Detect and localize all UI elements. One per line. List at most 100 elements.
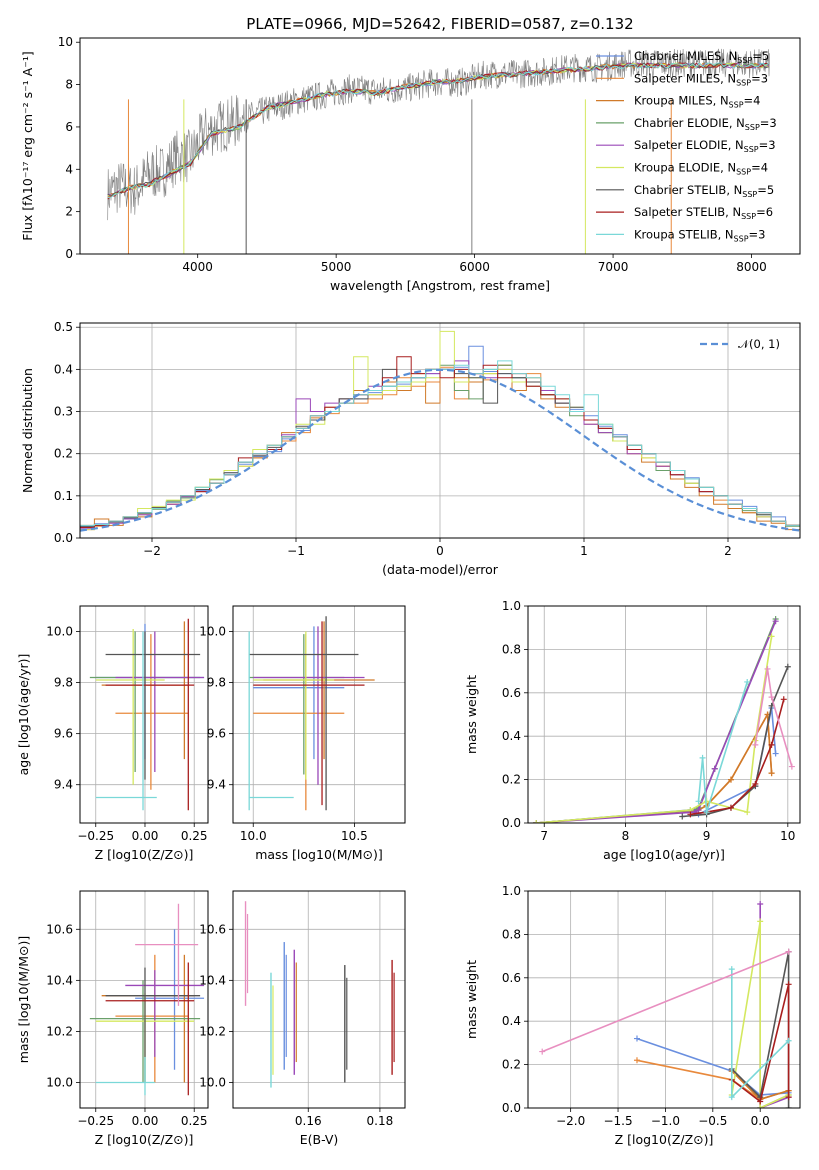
legend-entry: Chabrier STELIB, NSSP=5 xyxy=(634,183,774,199)
legend-entry: Kroupa MILES, NSSP=4 xyxy=(634,94,760,110)
legend-entry: Salpeter STELIB, NSSP=6 xyxy=(634,205,773,221)
x-axis-label: Z [log10(Z/Z⊙)] xyxy=(615,1132,714,1147)
axes-frame xyxy=(232,605,406,824)
x-tick-label: 9 xyxy=(703,829,711,843)
legend-entry: Salpeter ELODIE, NSSP=3 xyxy=(634,138,776,154)
weight-marker xyxy=(768,694,775,701)
weight-marker xyxy=(699,754,706,761)
weight-line-5 xyxy=(731,921,789,1108)
x-tick-label: 0.00 xyxy=(132,1114,159,1128)
model-spectrum-4 xyxy=(107,62,770,195)
x-tick-label: −1.5 xyxy=(603,1114,632,1128)
x-axis-label: Z [log10(Z/Z⊙)] xyxy=(95,1132,194,1147)
x-tick-label: 10.0 xyxy=(240,829,267,843)
x-tick-label: 0 xyxy=(436,544,444,558)
panel-age-vs-Z: −0.25 0.00 0.25 9.4 9.6 9.8 10.0 Z [log10(Z/Z⊙)… xyxy=(16,605,209,862)
weight-marker xyxy=(727,776,734,783)
y-tick-label: 1.0 xyxy=(502,884,521,898)
legend-entry: 𝒩(0, 1) xyxy=(738,337,780,351)
model-spectrum-8 xyxy=(107,62,770,199)
legend-entry: Kroupa STELIB, NSSP=3 xyxy=(634,227,765,243)
weight-line-extra xyxy=(541,951,789,1053)
x-tick-label: 6000 xyxy=(459,260,490,274)
axes-frame xyxy=(79,322,801,539)
x-tick-label: 0.0 xyxy=(751,1114,770,1128)
y-tick-label: 0.0 xyxy=(54,531,73,545)
normal-curve xyxy=(80,368,800,532)
y-tick-label: 10.0 xyxy=(46,625,73,639)
weight-marker xyxy=(752,741,759,748)
weight-marker xyxy=(785,981,792,988)
y-tick-label: 2 xyxy=(65,205,73,219)
y-tick-label: 10.0 xyxy=(199,1075,226,1089)
weight-marker xyxy=(780,696,787,703)
panel-residuals: −2 −1 0 1 2 0.0 0.1 0.2 0.3 0.4 0.5 (data-model)/er… xyxy=(20,320,801,577)
x-axis-label: mass [log10(M/M⊙)] xyxy=(255,847,383,862)
x-tick-label: −2.0 xyxy=(556,1114,585,1128)
weight-line-4 xyxy=(536,620,777,823)
plot-area xyxy=(248,616,375,811)
y-axis-label: Normed distribution xyxy=(20,368,35,493)
axes-frame xyxy=(232,890,406,1109)
y-tick-label: 0.6 xyxy=(502,971,521,985)
x-tick-label: 5000 xyxy=(321,260,352,274)
x-tick-label: 8 xyxy=(622,829,630,843)
y-tick-label: 0.8 xyxy=(502,642,521,656)
weight-marker xyxy=(757,1098,764,1105)
weight-marker xyxy=(757,901,764,908)
x-tick-label: −1 xyxy=(287,544,305,558)
weight-marker xyxy=(687,811,694,818)
x-tick-label: 4000 xyxy=(182,260,213,274)
y-tick-label: 0.4 xyxy=(502,729,521,743)
y-tick-label: 6 xyxy=(65,120,73,134)
y-tick-label: 0.4 xyxy=(502,1014,521,1028)
x-tick-label: −1.0 xyxy=(651,1114,680,1128)
weight-marker xyxy=(533,820,540,823)
weight-marker xyxy=(695,798,702,805)
legend-entry: Chabrier MILES, NSSP=5 xyxy=(634,49,769,65)
weight-marker xyxy=(772,618,779,625)
plot-area xyxy=(107,48,770,254)
weight-marker xyxy=(744,678,751,685)
x-tick-label: 10 xyxy=(780,829,795,843)
weight-marker xyxy=(711,765,718,772)
y-tick-label: 0.5 xyxy=(54,320,73,334)
y-tick-label: 9.4 xyxy=(207,778,226,792)
plot-area xyxy=(533,616,795,823)
x-axis-label: Z [log10(Z/Z⊙)] xyxy=(95,847,194,862)
plot-area xyxy=(89,618,205,811)
weight-marker xyxy=(752,780,759,787)
histogram-7 xyxy=(80,356,800,528)
weight-marker xyxy=(695,806,702,813)
y-tick-label: 0.6 xyxy=(502,686,521,700)
weight-marker xyxy=(768,633,775,640)
legend-entry: Chabrier ELODIE, NSSP=3 xyxy=(634,116,777,132)
figure-title: PLATE=0966, MJD=52642, FIBERID=0587, z=0… xyxy=(246,15,633,33)
legend-entry: Salpeter MILES, NSSP=3 xyxy=(634,71,768,87)
x-axis-label: E(B-V) xyxy=(300,1132,339,1147)
y-tick-label: 9.8 xyxy=(54,676,73,690)
weight-marker xyxy=(679,813,686,820)
plot-area xyxy=(80,330,800,532)
x-axis-label: (data-model)/error xyxy=(382,562,499,577)
y-tick-label: 0.3 xyxy=(54,405,73,419)
y-tick-label: 0.2 xyxy=(502,773,521,787)
y-tick-label: 9.4 xyxy=(54,778,73,792)
weight-marker xyxy=(784,663,791,670)
y-tick-label: 0.0 xyxy=(502,816,521,830)
panel-mass-weight-vs-Z: −2.0 −1.5 −1.0 −0.5 0.0 0.0 0.2 0.4 0.6 0.8 1.0 Z [… xyxy=(464,884,801,1147)
y-tick-label: 8 xyxy=(65,78,73,92)
y-tick-label: 10.2 xyxy=(46,1024,73,1038)
residuals-legend: 𝒩(0, 1) xyxy=(700,337,780,351)
y-tick-label: 0.2 xyxy=(54,447,73,461)
weight-marker xyxy=(757,918,764,925)
weight-marker xyxy=(785,1094,792,1101)
y-tick-label: 4 xyxy=(65,162,73,176)
weight-marker xyxy=(727,804,734,811)
y-tick-label: 10.4 xyxy=(46,973,73,987)
weight-marker xyxy=(772,750,779,757)
x-tick-label: 7000 xyxy=(598,260,629,274)
y-tick-label: 10.2 xyxy=(199,1024,226,1038)
legend-entry: Kroupa ELODIE, NSSP=4 xyxy=(634,161,768,177)
